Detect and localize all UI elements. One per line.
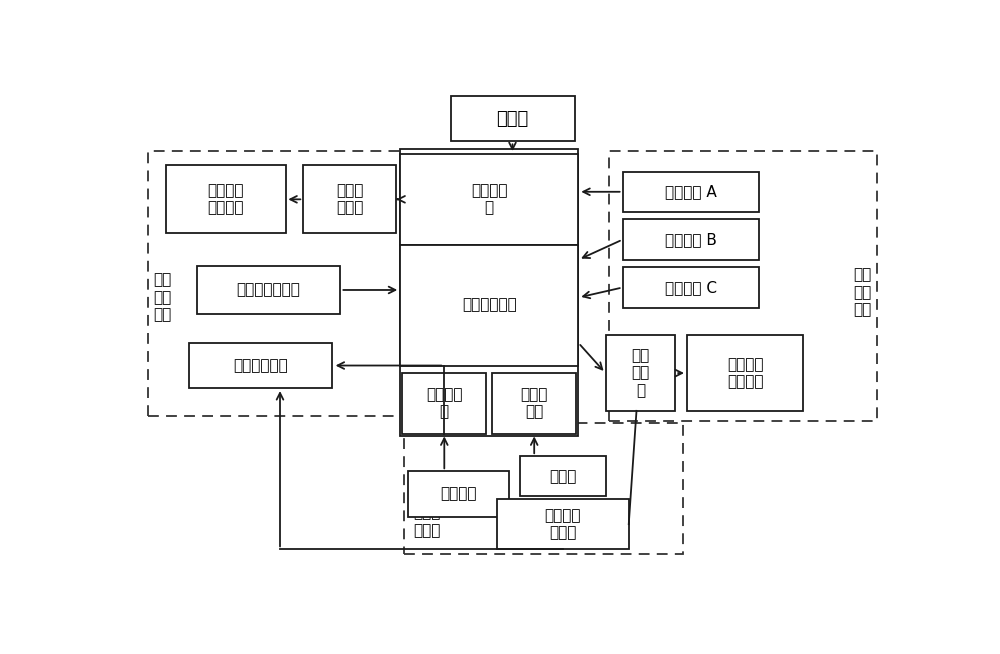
Bar <box>404 423 683 555</box>
Bar <box>303 165 396 233</box>
Text: 门型取苗
翻转气缸: 门型取苗 翻转气缸 <box>727 357 763 389</box>
Text: 触摸屏: 触摸屏 <box>496 110 529 128</box>
Text: 光电开关: 光电开关 <box>440 487 477 502</box>
Bar <box>492 373 576 434</box>
Bar <box>166 165 286 233</box>
Text: 磁性开关 B: 磁性开关 B <box>665 232 717 247</box>
Bar <box>400 149 578 436</box>
Text: 取苗爪开
合气缸: 取苗爪开 合气缸 <box>545 508 581 540</box>
Text: 穴盘位置传感器: 穴盘位置传感器 <box>236 283 300 298</box>
Text: 苗杯计数
器: 苗杯计数 器 <box>426 387 463 419</box>
Bar <box>623 220 759 260</box>
Text: 磁性开关 C: 磁性开关 C <box>665 280 717 295</box>
Text: 横向移盘气缸: 横向移盘气缸 <box>233 358 288 373</box>
Bar <box>609 152 877 421</box>
Bar <box>623 267 759 307</box>
Bar <box>189 343 332 388</box>
Bar <box>497 499 629 549</box>
Bar <box>623 171 759 212</box>
Text: 高速计
数器: 高速计 数器 <box>521 387 548 419</box>
Bar <box>197 266 340 314</box>
Text: 磁性开关 A: 磁性开关 A <box>665 184 717 199</box>
Text: 信号
放大
器: 信号 放大 器 <box>631 348 650 398</box>
Bar <box>400 154 578 245</box>
Bar <box>606 336 675 411</box>
Text: 步进电
机驱动: 步进电 机驱动 <box>336 183 363 216</box>
Text: 可编程控制器: 可编程控制器 <box>462 298 517 313</box>
Bar <box>450 96 574 141</box>
Text: 穴盘计数
器: 穴盘计数 器 <box>471 183 508 216</box>
Text: 丢苗控
制系统: 丢苗控 制系统 <box>414 506 441 538</box>
Bar <box>408 472 509 517</box>
Bar <box>402 373 486 434</box>
Bar <box>687 336 803 411</box>
Text: 编码器: 编码器 <box>549 469 577 484</box>
Text: 取苗
控制
系统: 取苗 控制 系统 <box>854 267 872 317</box>
Bar <box>400 245 578 366</box>
Text: 纵向移盘
步进电机: 纵向移盘 步进电机 <box>208 183 244 216</box>
Text: 移箱
控制
系统: 移箱 控制 系统 <box>153 273 171 322</box>
Bar <box>520 456 606 496</box>
Bar <box>148 152 412 416</box>
